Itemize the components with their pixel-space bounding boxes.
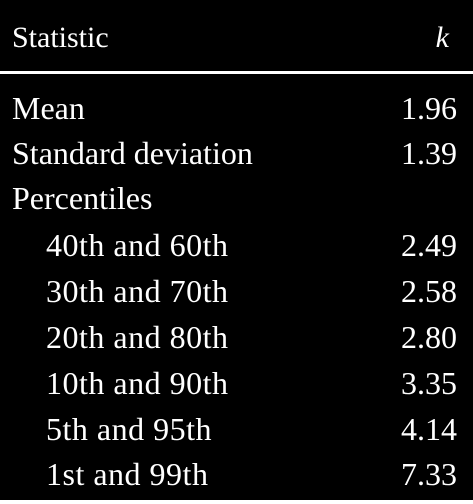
row-label: 20th and 80th — [46, 319, 229, 355]
table-row-standard-deviation: Standard deviation 1.39 — [0, 131, 473, 176]
header-rule — [0, 71, 473, 74]
row-label: 40th and 60th — [46, 227, 229, 263]
table-row-40-60: 40th and 60th 2.49 — [0, 223, 473, 268]
row-value: 2.80 — [401, 319, 457, 355]
row-label: Mean — [12, 90, 85, 126]
bottom-rule — [0, 500, 473, 504]
table-row-mean: Mean 1.96 — [0, 86, 473, 131]
table-row-1-99: 1st and 99th 7.33 — [0, 452, 473, 497]
table-header: Statistic k — [0, 0, 473, 70]
row-value: 1.96 — [401, 90, 457, 126]
row-value: 3.35 — [401, 365, 457, 401]
row-label: Percentiles — [12, 180, 153, 216]
row-value: 2.58 — [401, 273, 457, 309]
row-value: 2.49 — [401, 227, 457, 263]
table-row-5-95: 5th and 95th 4.14 — [0, 407, 473, 452]
row-label: Standard deviation — [12, 135, 253, 171]
row-value: 7.33 — [401, 456, 457, 492]
table-row-30-70: 30th and 70th 2.58 — [0, 269, 473, 314]
row-label: 30th and 70th — [46, 273, 229, 309]
row-label: 10th and 90th — [46, 365, 229, 401]
header-k: k — [435, 21, 449, 54]
row-value: 1.39 — [401, 135, 457, 171]
row-label: 1st and 99th — [46, 456, 209, 492]
header-statistic: Statistic — [12, 21, 109, 54]
row-label: 5th and 95th — [46, 411, 212, 447]
table-row-20-80: 20th and 80th 2.80 — [0, 315, 473, 360]
row-value: 4.14 — [401, 411, 457, 447]
table-row-percentiles: Percentiles — [0, 176, 473, 221]
table-row-10-90: 10th and 90th 3.35 — [0, 361, 473, 406]
